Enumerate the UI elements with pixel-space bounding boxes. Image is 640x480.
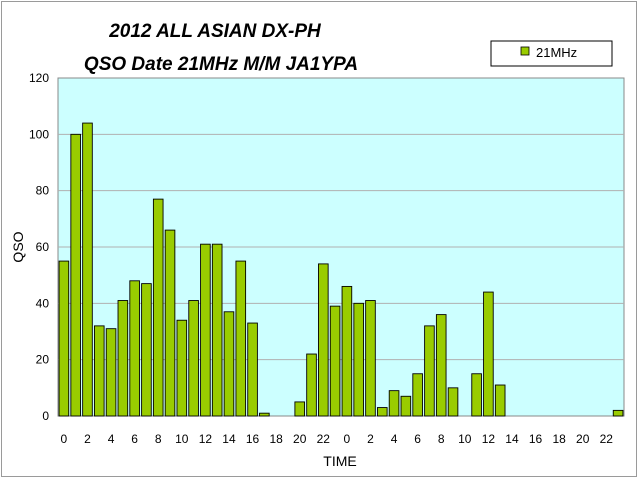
x-tick-label: 18 <box>552 432 566 446</box>
bar <box>70 133 81 417</box>
bar <box>58 260 70 417</box>
bar <box>376 407 388 417</box>
legend-swatch <box>520 46 530 56</box>
bar <box>424 325 435 417</box>
bar <box>164 229 176 417</box>
x-tick-label: 10 <box>458 432 472 446</box>
x-tick-label: 14 <box>222 432 236 446</box>
y-tick-labels: 0 20 40 60 80 100 120 <box>29 71 49 423</box>
bar <box>353 302 364 417</box>
bar <box>400 395 412 417</box>
x-tick-label: 6 <box>414 432 421 446</box>
y-axis-label: QSO <box>10 231 26 262</box>
x-tick-label: 20 <box>293 432 307 446</box>
bar <box>200 243 211 417</box>
bar <box>223 311 235 417</box>
bar <box>294 401 306 417</box>
x-tick-label: 4 <box>108 432 115 446</box>
x-tick-label: 22 <box>600 432 614 446</box>
legend: 21MHz <box>490 40 613 67</box>
y-tick-label: 60 <box>36 240 50 254</box>
bar <box>259 412 270 417</box>
y-tick-label: 100 <box>29 127 49 141</box>
y-tick-label: 80 <box>36 184 50 198</box>
x-tick-label: 0 <box>61 432 68 446</box>
chart-subtitle: QSO Date 21MHz M/M JA1YPA <box>84 54 358 75</box>
x-tick-label: 8 <box>438 432 445 446</box>
x-tick-label: 10 <box>175 432 189 446</box>
chart-title: 2012 ALL ASIAN DX-PH <box>108 21 322 42</box>
bar <box>388 390 400 417</box>
grid-lines <box>58 133 624 361</box>
bar <box>188 300 199 417</box>
bar <box>141 283 152 417</box>
x-tick-label: 22 <box>317 432 331 446</box>
bar <box>129 280 140 417</box>
bar <box>176 319 188 417</box>
bar <box>93 325 105 417</box>
bar <box>318 263 329 417</box>
x-tick-label: 0 <box>344 432 351 446</box>
y-tick-label: 0 <box>42 409 49 423</box>
bars <box>58 122 624 417</box>
bar <box>211 243 223 417</box>
x-tick-label: 16 <box>529 432 543 446</box>
x-tick-label: 8 <box>155 432 162 446</box>
x-tick-label: 18 <box>269 432 283 446</box>
bar <box>365 300 376 417</box>
x-tick-label: 16 <box>246 432 260 446</box>
bar <box>483 291 494 417</box>
y-tick-label: 20 <box>36 353 50 367</box>
bar <box>329 305 341 417</box>
bar <box>471 373 482 417</box>
x-tick-label: 14 <box>505 432 519 446</box>
y-tick-label: 120 <box>29 71 49 85</box>
y-tick-label: 40 <box>36 296 50 310</box>
x-tick-label: 6 <box>131 432 138 446</box>
bar <box>117 300 129 417</box>
bar <box>306 353 317 417</box>
bar <box>82 122 93 417</box>
x-tick-label: 12 <box>482 432 496 446</box>
bar <box>247 322 258 417</box>
bar <box>435 314 447 417</box>
x-tick-label: 2 <box>84 432 91 446</box>
bar <box>341 285 353 417</box>
bar <box>447 387 459 417</box>
bar <box>412 373 423 417</box>
bar <box>235 260 247 417</box>
legend-label: 21MHz <box>536 45 577 60</box>
bar <box>152 198 164 417</box>
x-tick-label: 4 <box>391 432 398 446</box>
x-tick-label: 12 <box>199 432 213 446</box>
bar <box>105 328 117 417</box>
legend-box <box>490 40 613 67</box>
x-tick-labels: 0 2 4 6 8 10 12 14 16 18 20 22 0 2 4 6 8 10 12 14 16 18 20 22 <box>61 432 614 446</box>
bar <box>612 409 624 417</box>
x-axis-label: TIME <box>323 453 356 469</box>
x-tick-label: 2 <box>367 432 374 446</box>
bar <box>494 384 506 417</box>
x-tick-label: 20 <box>576 432 590 446</box>
